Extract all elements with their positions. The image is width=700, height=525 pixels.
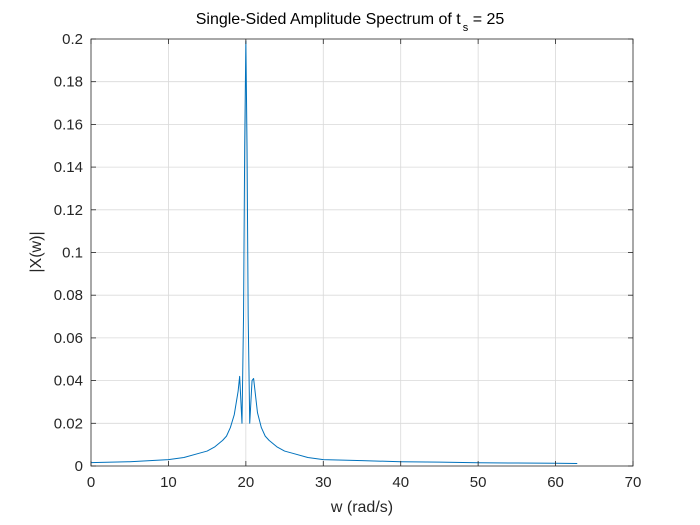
chart-title-subscript: s <box>463 22 469 34</box>
y-tick-label: 0.2 <box>62 31 83 48</box>
y-tick-label: 0 <box>75 458 83 475</box>
y-axis-label: |X(w)| <box>28 231 45 272</box>
x-tick-label: 70 <box>625 474 642 491</box>
grid <box>91 39 633 466</box>
y-tick-label: 0.14 <box>54 159 83 176</box>
x-axis-label: w (rad/s) <box>330 499 393 516</box>
x-tick-label: 40 <box>392 474 409 491</box>
x-tick-label: 30 <box>315 474 332 491</box>
series-line <box>90 40 578 464</box>
y-tick-label: 0.06 <box>54 330 83 347</box>
x-tick-label: 60 <box>547 474 564 491</box>
y-tick-label: 0.16 <box>54 116 83 133</box>
ticks: 0 10 20 30 40 50 60 70 0 0.02 0.04 0.06 0.08 0.1 0.12 0… <box>54 31 642 491</box>
y-tick-label: 0.12 <box>54 202 83 219</box>
y-tick-label: 0.18 <box>54 74 83 91</box>
chart-title-suffix: = 25 <box>468 11 504 28</box>
y-tick-label: 0.1 <box>62 245 83 262</box>
x-tick-label: 20 <box>238 474 255 491</box>
y-tick-label: 0.04 <box>54 373 83 390</box>
y-tick-label: 0.02 <box>54 415 83 432</box>
series-layer <box>90 40 578 464</box>
x-tick-label: 10 <box>160 474 177 491</box>
x-tick-label: 0 <box>87 474 95 491</box>
x-tick-label: 50 <box>470 474 487 491</box>
y-tick-label: 0.08 <box>54 287 83 304</box>
chart-title-main: Single-Sided Amplitude Spectrum of t <box>196 11 462 28</box>
